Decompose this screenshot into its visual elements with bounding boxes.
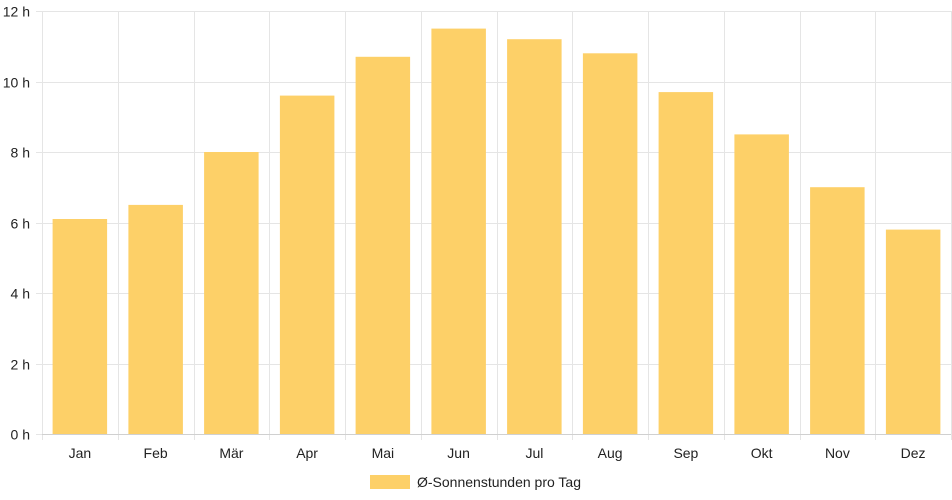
- grid-lines: [36, 11, 952, 440]
- axes: 0 h 2 h 4 h 6 h 8 h 10 h 12 h Jan Feb Mär Apr Mai Ju…: [3, 4, 951, 461]
- bar[interactable]: [885, 229, 941, 434]
- x-tick-label: Aug: [598, 445, 623, 461]
- bar[interactable]: [204, 152, 259, 434]
- bar[interactable]: [658, 92, 714, 434]
- bar[interactable]: [279, 95, 335, 434]
- x-tick-label: Mär: [219, 445, 243, 461]
- y-tick-label: 6 h: [11, 216, 30, 232]
- x-tick-label: Mai: [372, 445, 395, 461]
- bar[interactable]: [52, 219, 108, 434]
- y-tick-label: 4 h: [11, 286, 30, 302]
- y-tick-label: 8 h: [11, 145, 30, 161]
- bar[interactable]: [582, 53, 638, 435]
- legend-label[interactable]: Ø-Sonnenstunden pro Tag: [417, 474, 581, 490]
- legend-swatch[interactable]: [370, 475, 410, 489]
- bar[interactable]: [431, 28, 486, 434]
- x-tick-label: Okt: [751, 445, 773, 461]
- bar[interactable]: [734, 134, 789, 434]
- x-tick-label: Nov: [825, 445, 850, 461]
- x-tick-label: Jul: [525, 445, 543, 461]
- bar[interactable]: [507, 39, 562, 434]
- y-tick-label: 12 h: [3, 4, 30, 20]
- x-tick-label: Apr: [296, 445, 318, 461]
- bar[interactable]: [128, 204, 183, 434]
- legend[interactable]: Ø-Sonnenstunden pro Tag: [370, 474, 581, 490]
- y-tick-label: 0 h: [11, 427, 30, 443]
- x-tick-label: Feb: [144, 445, 168, 461]
- y-tick-label: 10 h: [3, 75, 30, 91]
- x-tick-label: Jun: [447, 445, 470, 461]
- bar-series: [52, 28, 941, 435]
- bar[interactable]: [810, 187, 865, 434]
- x-tick-label: Sep: [673, 445, 698, 461]
- x-tick-label: Dez: [901, 445, 926, 461]
- y-tick-label: 2 h: [11, 357, 30, 373]
- bar[interactable]: [355, 56, 411, 435]
- x-tick-label: Jan: [69, 445, 92, 461]
